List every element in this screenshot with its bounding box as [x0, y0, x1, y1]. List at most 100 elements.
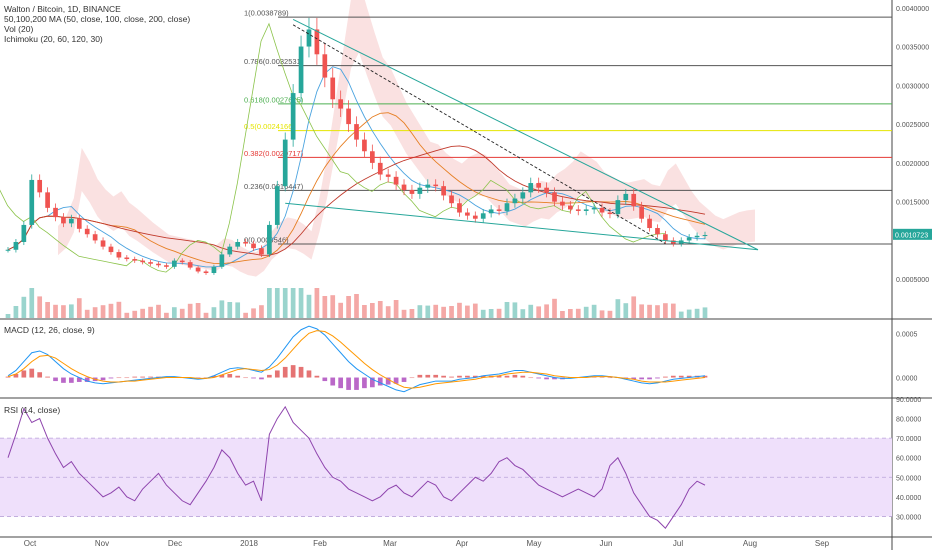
fib-level-label: 0.618(0.0027615)	[244, 95, 304, 104]
volume-bar	[409, 309, 415, 318]
volume-bar	[520, 309, 526, 318]
volume-bar	[282, 288, 288, 318]
last-price-label: 0.0010723	[895, 232, 928, 239]
candle-body	[631, 193, 637, 207]
volume-bar	[171, 307, 177, 318]
x-tick-label: May	[526, 539, 541, 548]
volume-bar	[132, 310, 138, 318]
candle-body	[116, 252, 122, 258]
candle-body	[385, 174, 391, 177]
macd-histogram-bar	[5, 376, 11, 378]
candle-body	[274, 186, 280, 225]
vol-indicator-label: Vol (20)	[4, 24, 34, 34]
rsi-tick-label: 80.0000	[896, 417, 921, 424]
macd-histogram-bar	[76, 377, 82, 382]
macd-histogram-bar	[45, 376, 50, 378]
candle-body	[203, 271, 209, 274]
volume-bar	[670, 303, 676, 318]
volume-bar	[195, 303, 201, 318]
volume-bar	[401, 309, 407, 318]
macd-histogram-bar	[53, 377, 58, 382]
macd-histogram-bar	[647, 377, 652, 380]
macd-histogram-bar	[259, 377, 264, 380]
candle-body	[29, 179, 35, 225]
rsi-tick-label: 40.0000	[896, 495, 921, 502]
volume-bar	[61, 305, 66, 318]
candle-body	[583, 209, 589, 211]
macd-histogram-bar	[401, 377, 407, 382]
volume-bar	[694, 308, 700, 318]
macd-histogram-bar	[504, 375, 510, 378]
last-price-badge	[893, 228, 932, 240]
candle-body	[591, 207, 597, 210]
volume-bar	[124, 312, 130, 318]
candle-body	[314, 29, 320, 55]
volume-bar	[433, 304, 439, 318]
volume-bar	[100, 305, 106, 318]
candle-body	[496, 209, 502, 211]
rsi-tick-label: 90.0000	[896, 397, 921, 404]
volume-bar	[298, 288, 304, 318]
x-tick-label: Apr	[456, 539, 469, 548]
candle-body	[449, 195, 454, 204]
candle-body	[243, 241, 248, 244]
candle-body	[457, 203, 462, 213]
volume-bar	[362, 305, 367, 318]
price-tick-label: 0.0020000	[896, 161, 929, 168]
volume-bar	[13, 306, 19, 318]
macd-histogram-bar	[639, 377, 644, 380]
macd-histogram-bar	[29, 368, 35, 378]
price-tick-label: 0.0025000	[896, 122, 929, 129]
candle-body	[267, 224, 272, 255]
volume-bar	[164, 312, 169, 318]
macd-histogram-bar	[61, 377, 66, 383]
volume-bar	[631, 296, 637, 318]
macd-histogram-bar	[425, 374, 431, 378]
x-tick-label: 2018	[240, 539, 258, 548]
candle-body	[441, 186, 446, 196]
candle-body	[148, 262, 153, 264]
fib-level-label: 0.786(0.0032531)	[244, 57, 304, 66]
candle-body	[45, 192, 50, 208]
macd-histogram-bar	[290, 365, 296, 378]
macd-histogram-bar	[702, 375, 708, 378]
volume-bar	[536, 306, 542, 318]
ichimoku-cloud	[58, 0, 755, 277]
macd-histogram-bar	[512, 374, 518, 378]
candle-body	[544, 187, 549, 193]
candle-body	[472, 215, 478, 219]
macd-histogram-bar	[330, 377, 336, 386]
candle-body	[647, 218, 652, 229]
macd-histogram-bar	[346, 377, 351, 390]
rsi-line	[7, 405, 706, 529]
candle-body	[623, 193, 629, 201]
candle-body	[694, 235, 700, 238]
x-tick-label: Jun	[600, 539, 613, 548]
volume-bar	[639, 304, 644, 318]
candle-body	[599, 207, 605, 213]
fib-level-label: 0.382(0.0020717)	[244, 149, 304, 158]
macd-histogram-bar	[393, 377, 399, 384]
fib-level-label: 0(0.0009546)	[244, 235, 289, 244]
macd-histogram-bar	[528, 377, 534, 379]
candle-body	[520, 192, 526, 199]
candle-body	[346, 108, 351, 125]
rsi-tick-label: 30.0000	[896, 514, 921, 521]
macd-histogram-bar	[100, 377, 106, 381]
chart-legend: Walton / Bitcoin, 1D, BINANCE 50,100,200…	[4, 4, 190, 44]
price-tick-label: 0.0030000	[896, 83, 929, 90]
macd-histogram-bar	[465, 375, 470, 378]
macd-histogram-bar	[441, 375, 446, 378]
macd-histogram-bar	[409, 377, 415, 379]
volume-bar	[45, 302, 50, 318]
candle-body	[536, 183, 542, 188]
macd-histogram-bar	[472, 375, 478, 378]
candle-body	[369, 151, 375, 163]
candle-body	[5, 249, 11, 251]
macd-histogram-bar	[433, 374, 439, 378]
macd-histogram-bar	[306, 370, 312, 378]
macd-histogram-bar	[369, 377, 375, 388]
candle-body	[69, 218, 74, 224]
volume-bar	[552, 298, 557, 318]
macd-histogram-bar	[282, 366, 288, 378]
